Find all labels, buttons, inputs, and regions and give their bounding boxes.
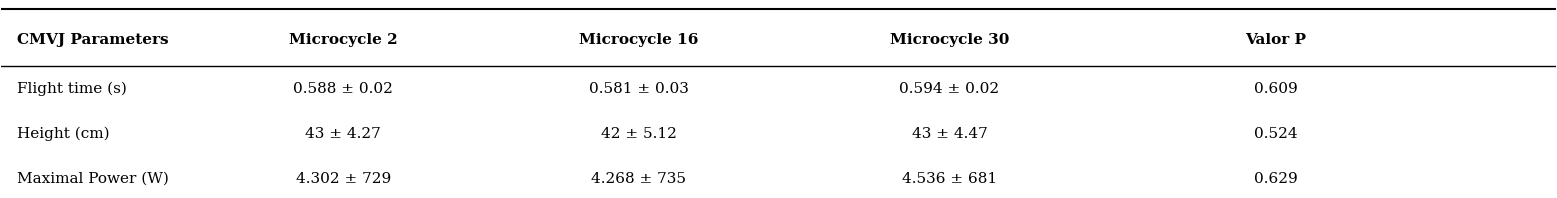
- Text: 4.536 ± 681: 4.536 ± 681: [902, 172, 996, 186]
- Text: Microcycle 30: Microcycle 30: [889, 33, 1009, 48]
- Text: Height (cm): Height (cm): [17, 127, 109, 141]
- Text: 0.609: 0.609: [1253, 82, 1297, 96]
- Text: Microcycle 2: Microcycle 2: [290, 33, 397, 48]
- Text: 0.588 ± 0.02: 0.588 ± 0.02: [293, 82, 394, 96]
- Text: CMVJ Parameters: CMVJ Parameters: [17, 33, 168, 48]
- Text: Microcycle 16: Microcycle 16: [579, 33, 698, 48]
- Text: 42 ± 5.12: 42 ± 5.12: [601, 127, 677, 141]
- Text: 4.268 ± 735: 4.268 ± 735: [592, 172, 687, 186]
- Text: 0.629: 0.629: [1253, 172, 1297, 186]
- Text: 0.524: 0.524: [1253, 127, 1297, 141]
- Text: 43 ± 4.27: 43 ± 4.27: [305, 127, 381, 141]
- Text: 4.302 ± 729: 4.302 ± 729: [296, 172, 391, 186]
- Text: Maximal Power (W): Maximal Power (W): [17, 172, 168, 186]
- Text: Valor P: Valor P: [1246, 33, 1306, 48]
- Text: 0.581 ± 0.03: 0.581 ± 0.03: [589, 82, 688, 96]
- Text: 43 ± 4.47: 43 ± 4.47: [911, 127, 987, 141]
- Text: Flight time (s): Flight time (s): [17, 82, 126, 96]
- Text: 0.594 ± 0.02: 0.594 ± 0.02: [900, 82, 1000, 96]
